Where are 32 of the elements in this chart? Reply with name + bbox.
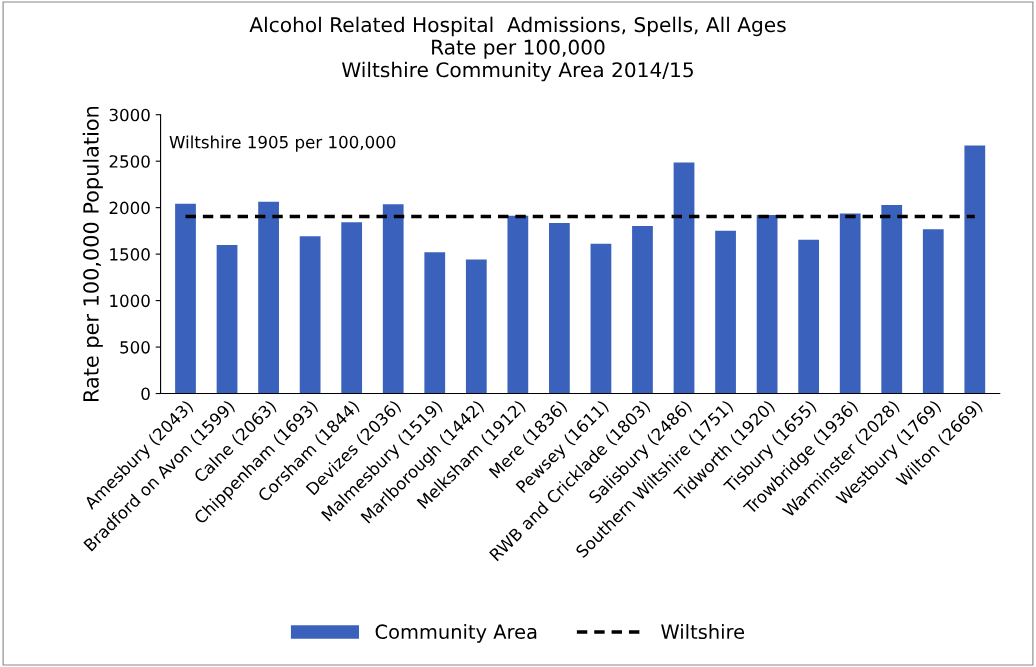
legend-label: Wiltshire [661, 624, 745, 640]
bar [175, 203, 196, 394]
y-tick-label: 2000 [109, 201, 150, 215]
bar [632, 225, 653, 394]
bar [507, 215, 529, 394]
bar [881, 205, 903, 394]
bar [549, 222, 570, 394]
y-axis-title: Rate per 100,000 Population [82, 106, 103, 401]
chart-title: Alcohol Related Hospital Admissions, Spells, All Ages Rate per 100,000 Wiltshire Community Area 2014/15 [249, 16, 786, 82]
bar [299, 236, 321, 394]
bar [424, 252, 446, 394]
y-tick-label: 1500 [110, 248, 150, 261]
legend-label: Community Area [375, 624, 537, 643]
y-tick-label: 1000 [110, 294, 150, 308]
annotation: Wiltshire 1905 per 100,000 [169, 135, 396, 152]
y-tick-label: 500 [120, 341, 150, 354]
y-tick-label: 0 [141, 387, 150, 401]
y-tick-label: 2500 [109, 155, 150, 168]
bar [590, 243, 612, 394]
bar [465, 259, 487, 394]
bar [964, 145, 986, 394]
bar [673, 162, 695, 394]
bar [798, 239, 820, 394]
bar [258, 201, 279, 394]
bar [382, 204, 404, 394]
y-tick-label: 3000 [109, 108, 150, 122]
bar [715, 230, 736, 394]
bar [341, 222, 363, 394]
bar [839, 213, 861, 394]
bar [216, 244, 238, 394]
bar [922, 229, 944, 394]
bar [756, 215, 778, 394]
